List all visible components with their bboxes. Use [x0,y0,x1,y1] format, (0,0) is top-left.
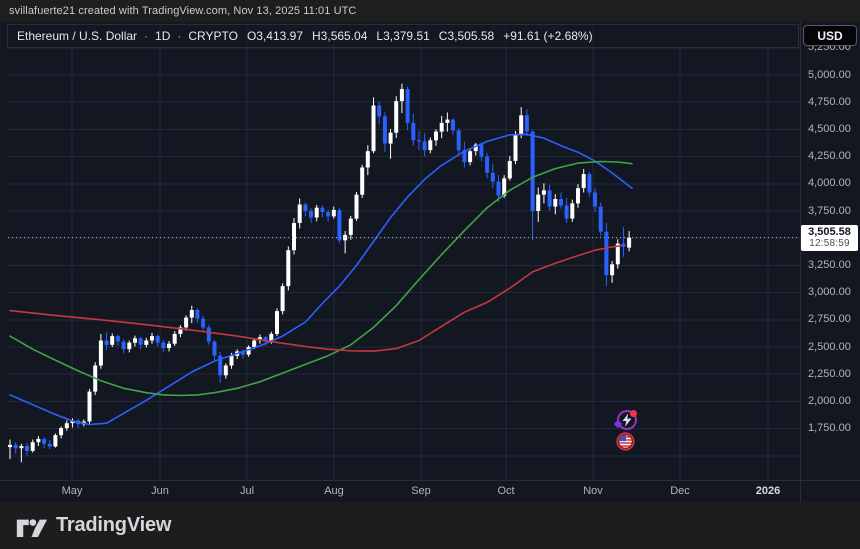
price-axis-label: 2,250.00 [808,367,851,380]
interval-label: 1D [155,29,171,43]
time-axis-label: Sep [411,485,431,497]
time-axis[interactable]: May Jun Jul Aug Sep Oct Nov Dec 2026 [0,480,860,503]
tradingview-logo-mark [16,518,48,537]
price-axis-label: 4,750.00 [808,95,851,108]
price-axis-label: 4,250.00 [808,150,851,163]
last-price-value: 3,505.58 [808,225,851,238]
time-axis-label: Nov [583,485,603,497]
time-axis-label: Dec [670,485,690,497]
us-flag-event-icon[interactable] [615,431,635,456]
us-flag-icon [615,431,635,451]
currency-button[interactable]: USD [803,25,857,46]
change-value: +91.61 (+2.68%) [503,29,593,43]
price-axis-label: 2,750.00 [808,313,851,326]
price-axis-label: 3,250.00 [808,258,851,271]
price-axis[interactable]: 5,250.00 5,000.00 4,750.00 4,500.00 4,250.00… [800,22,860,480]
bar-countdown: 12:58:59 [809,237,850,249]
price-axis-label: 2,500.00 [808,340,851,353]
close-value: C3,505.58 [438,29,495,43]
symbol-legend: Ethereum / U.S. Dollar · 1D · CRYPTO O3,… [7,24,799,48]
attribution-bar: svillafuerte21 created with TradingView.… [0,0,860,22]
lightning-bolt-icon [622,413,632,427]
axis-divider [800,480,801,502]
notification-dot [630,410,637,417]
attribution-text: svillafuerte21 created with TradingView.… [9,5,357,17]
price-axis-label: 3,000.00 [808,286,851,299]
time-axis-label: Jun [151,485,169,497]
exchange-label: CRYPTO [188,29,238,43]
low-value: L3,379.51 [376,29,430,43]
price-axis-label: 2,000.00 [808,394,851,407]
high-value: H3,565.04 [312,29,368,43]
legend-separator: · [177,29,182,43]
chart-pane: Ethereum / U.S. Dollar · 1D · CRYPTO O3,… [0,22,860,502]
time-axis-label: May [61,485,83,497]
price-axis-label: 4,000.00 [808,177,851,190]
legend-separator: · [144,29,149,43]
price-axis-label: 4,500.00 [808,122,851,135]
tradingview-logo[interactable]: TradingView [15,513,171,539]
footer-bar: TradingView [0,502,860,549]
last-price-label: 3,505.58 12:58:59 [801,224,858,251]
price-chart[interactable] [0,22,860,502]
lightning-event-icon[interactable] [613,410,637,430]
price-axis-label: 1,750.00 [808,422,851,435]
tradingview-wordmark: TradingView [56,514,172,536]
time-axis-label: Aug [324,485,344,497]
price-axis-label: 3,750.00 [808,204,851,217]
price-axis-label: 5,000.00 [808,68,851,81]
symbol-name: Ethereum / U.S. Dollar [17,29,138,43]
open-value: O3,413.97 [246,29,304,43]
time-axis-label: 2026 [755,485,781,497]
time-axis-label: Oct [497,485,515,497]
time-axis-label: Jul [239,485,255,497]
